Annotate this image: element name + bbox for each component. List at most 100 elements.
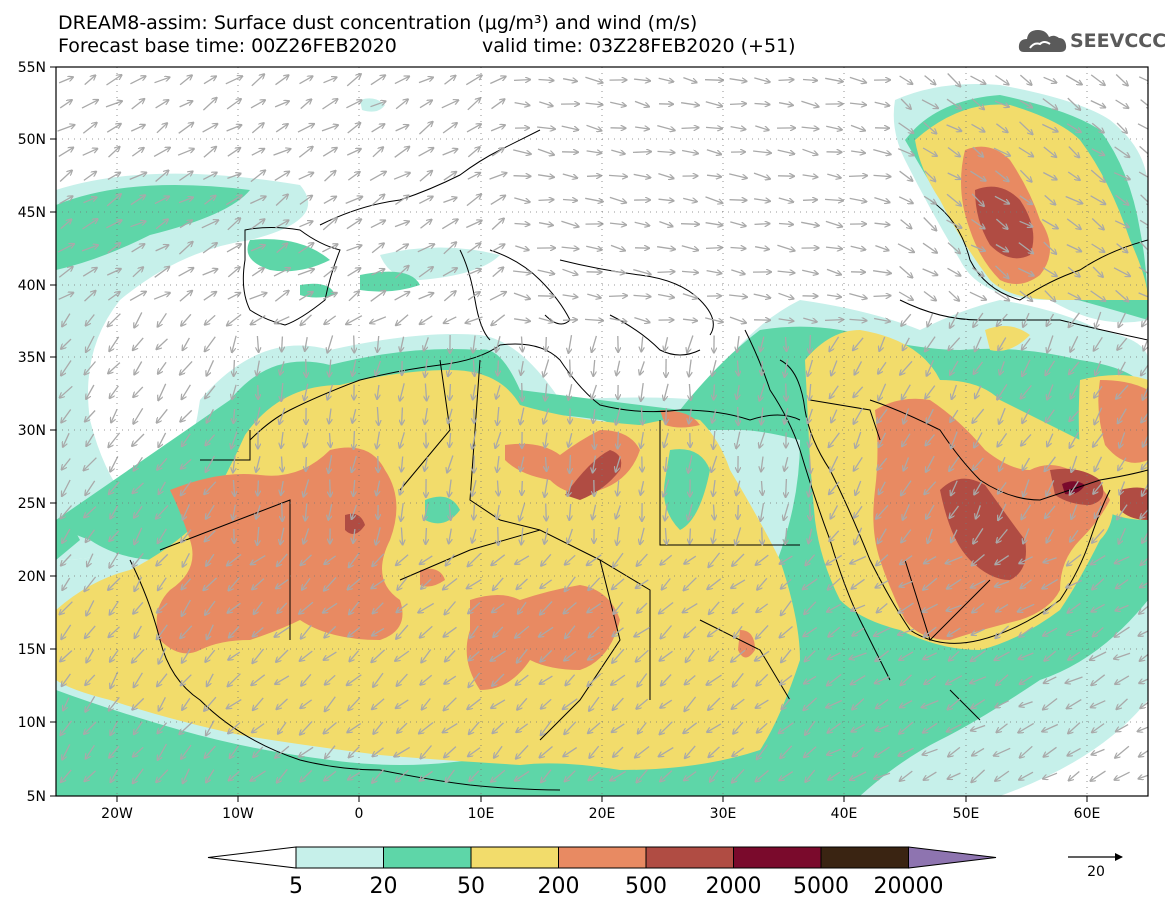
wind-arrow <box>999 456 1006 471</box>
wind-arrow <box>808 359 814 376</box>
wind-arrow <box>850 124 865 130</box>
wind-arrow <box>585 197 603 201</box>
wind-arrow <box>1116 604 1129 610</box>
wind-arrow <box>204 481 217 494</box>
wind-arrow <box>786 478 787 497</box>
wind-arrow <box>1042 171 1056 180</box>
wind-arrow <box>897 148 914 156</box>
wind-arrow <box>179 101 193 108</box>
wind-arrow <box>634 100 649 106</box>
wind-arrow <box>684 577 697 591</box>
wind-arrow <box>205 434 216 446</box>
wind-arrow <box>234 359 235 376</box>
wind-arrow <box>1138 171 1148 180</box>
wind-arrow <box>179 75 192 86</box>
wind-arrow <box>153 293 170 300</box>
wind-arrow <box>1139 219 1148 227</box>
wind-arrow <box>1091 603 1105 611</box>
wind-arrow <box>178 268 194 277</box>
wind-arrow <box>84 291 96 302</box>
wind-arrow <box>323 197 336 204</box>
wind-arrow <box>61 505 72 519</box>
wind-arrow <box>201 220 218 229</box>
wind-arrow <box>973 528 984 543</box>
wind-arrow <box>60 219 72 230</box>
wind-arrow <box>735 527 742 544</box>
wind-arrow <box>1095 360 1102 375</box>
wind-arrow <box>281 480 283 495</box>
wind-arrow <box>1018 603 1035 611</box>
wind-arrow <box>490 125 505 132</box>
wind-arrow <box>664 432 669 447</box>
wind-arrow <box>705 248 722 249</box>
wind-arrow <box>778 80 794 81</box>
wind-arrow <box>873 148 890 155</box>
wind-arrow <box>347 123 361 134</box>
wind-arrow <box>394 292 410 301</box>
wind-arrow <box>60 601 73 615</box>
wind-arrow <box>947 146 960 157</box>
wind-arrow <box>348 578 361 590</box>
wind-arrow <box>972 146 983 157</box>
wind-arrow <box>513 80 530 81</box>
wind-arrow <box>371 243 384 254</box>
wind-arrow <box>802 200 817 201</box>
wind-arrow <box>995 580 1010 587</box>
wind-arrow <box>322 218 337 231</box>
wind-arrow <box>108 432 121 447</box>
wind-arrow <box>473 384 476 400</box>
wind-arrow <box>513 149 531 154</box>
wind-arrow <box>689 383 690 400</box>
lat-label: 45N <box>18 205 46 221</box>
wind-arrow <box>714 384 715 400</box>
wind-arrow <box>491 148 504 157</box>
wind-arrow <box>179 291 192 302</box>
wind-arrow <box>448 408 453 423</box>
wind-arrow <box>106 194 121 207</box>
wind-arrow <box>82 268 97 277</box>
wind-arrow <box>425 457 428 471</box>
wind-arrow <box>282 456 283 472</box>
wind-arrow <box>1047 384 1054 400</box>
wind-arrow <box>1142 531 1148 543</box>
wind-arrow <box>134 576 143 591</box>
wind-arrow <box>1021 579 1032 589</box>
colorbar-swatch <box>295 846 384 869</box>
wind-arrow <box>1094 385 1103 397</box>
wind-arrow <box>976 505 981 518</box>
wind-arrow <box>418 602 435 612</box>
wind-arrow <box>257 335 258 352</box>
wind-arrow <box>537 148 554 155</box>
wind-arrow <box>276 579 289 589</box>
wind-arrow <box>851 604 866 611</box>
wind-arrow <box>202 243 217 254</box>
wind-arrow <box>731 269 744 274</box>
wind-arrow <box>609 196 626 202</box>
wind-arrow <box>570 359 571 377</box>
map-title: DREAM8-assim: Surface dust concentration… <box>58 12 698 34</box>
wind-arrow <box>592 384 598 399</box>
wind-arrow <box>1042 578 1059 588</box>
wind-arrow <box>424 503 429 520</box>
wind-arrow <box>135 625 142 638</box>
wind-arrow <box>713 528 715 543</box>
wind-arrow <box>346 245 362 252</box>
wind-arrow <box>1071 455 1078 472</box>
wind-arrow <box>520 407 525 425</box>
wind-arrow <box>108 577 121 590</box>
wind-arrow <box>299 196 312 205</box>
wind-arrow <box>946 219 962 228</box>
wind-arrow <box>995 74 1008 85</box>
wind-arrow <box>353 479 354 496</box>
wind-arrow <box>273 268 290 277</box>
wind-arrow <box>851 151 865 153</box>
wind-arrow <box>109 336 120 351</box>
wind-arrow <box>899 170 913 181</box>
wind-arrow <box>824 320 843 321</box>
wind-arrow <box>397 577 408 590</box>
wind-arrow <box>705 101 722 107</box>
wind-arrow <box>62 458 71 470</box>
colorbar-swatch <box>645 846 734 869</box>
wind-arrow <box>1114 220 1129 227</box>
wind-arrow <box>682 319 697 321</box>
